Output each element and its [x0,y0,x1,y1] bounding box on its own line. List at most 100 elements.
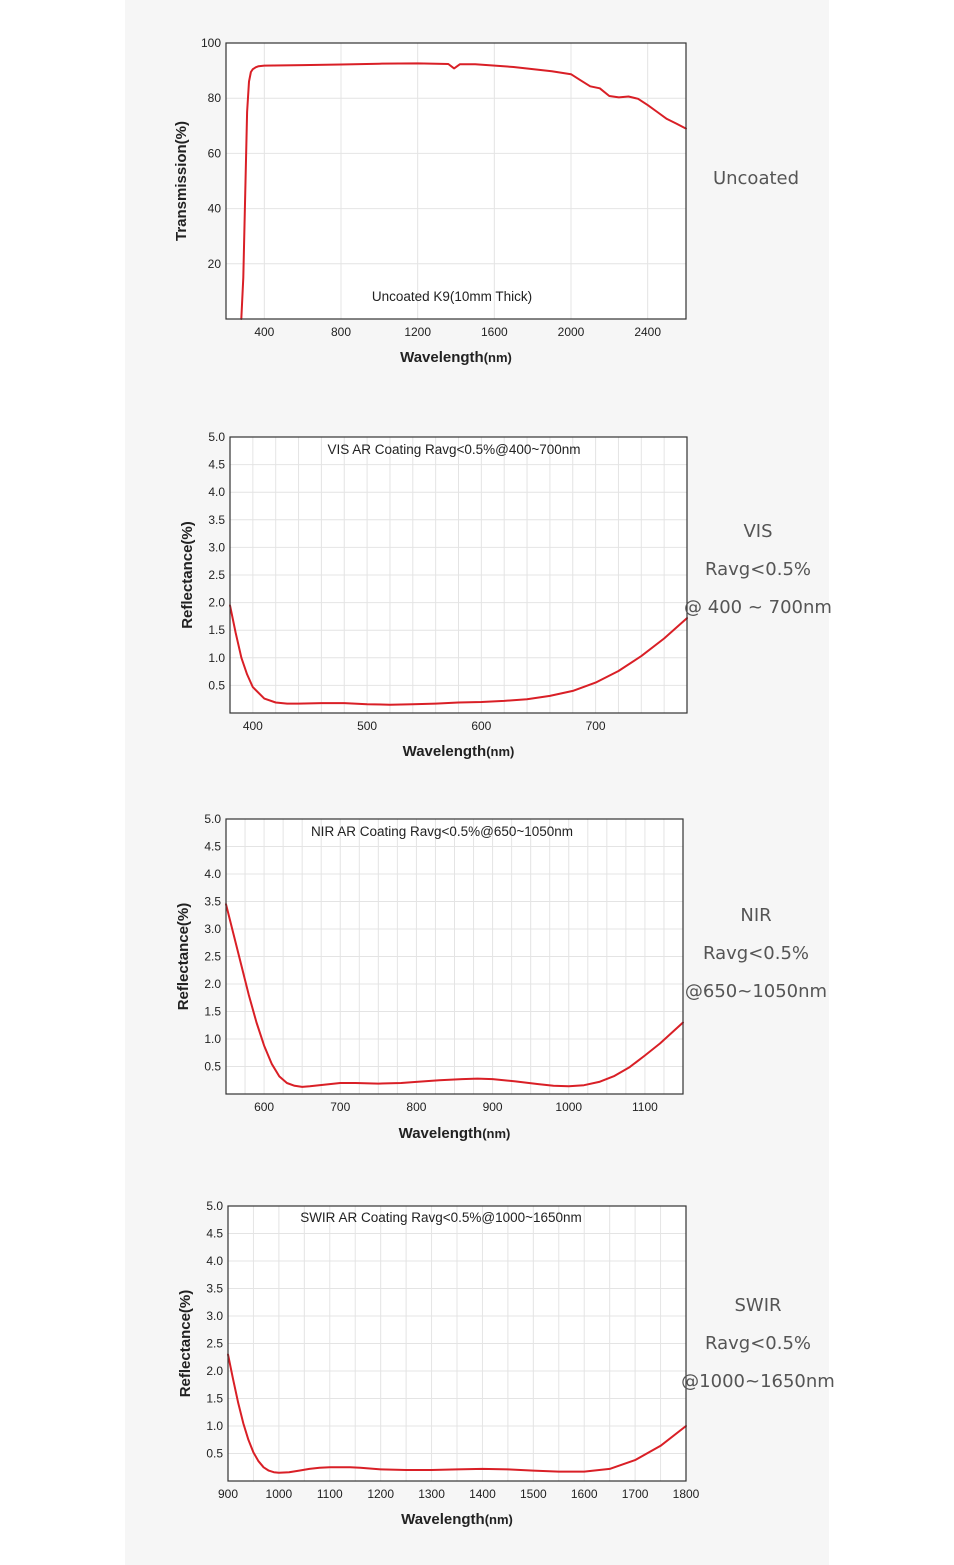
x-tick-label: 1100 [632,1100,658,1114]
side-label-ravg: Ravg<0.5% [704,1333,812,1354]
y-tick-label: 0.5 [208,678,225,692]
y-tick-label: 2.5 [208,568,225,582]
side-label-range: @1000~1650nm [681,1371,835,1392]
y-tick-label: 5.0 [206,1199,223,1213]
y-tick-label: 100 [201,36,221,50]
x-axis-title-unit: (nm) [486,744,514,759]
x-tick-label: 1800 [673,1487,700,1501]
x-axis-title-main: Wavelength [400,349,484,366]
chart-annotation: Uncoated K9(10mm Thick) [372,289,532,304]
y-tick-label: 1.5 [204,1005,221,1019]
x-tick-label: 2000 [558,325,585,339]
y-tick-label: 4.5 [204,840,221,854]
plot-frame [225,818,684,1095]
y-tick-label: 4.0 [204,867,221,881]
y-tick-label: 3.0 [208,540,225,554]
series-line [225,903,684,1088]
x-tick-label: 400 [243,719,263,733]
plot-area [226,43,686,319]
x-tick-label: 900 [218,1487,238,1501]
y-axis-title: Transmission(%) [173,121,190,241]
side-label-band: VIS [743,521,773,542]
y-tick-label: 4.5 [208,458,225,472]
x-axis-title-unit: (nm) [482,1126,510,1141]
side-label-coating: Uncoated [712,168,800,189]
y-tick-label: 4.5 [206,1227,223,1241]
x-axis-title-main: Wavelength [403,743,487,760]
y-tick-label: 1.5 [208,623,225,637]
y-tick-label: 1.5 [206,1392,223,1406]
y-tick-label: 3.5 [208,513,225,527]
x-tick-label: 1000 [266,1487,293,1501]
x-tick-label: 1500 [520,1487,547,1501]
chart-swir-svg: 900 1000 1100 1200 1300 1400 1500 1600 1700 1800 0… [177,1199,700,1528]
y-tick-label: 4.0 [206,1254,223,1268]
side-label-range: @ 400 ~ 700nm [684,597,832,618]
y-axis-title: Reflectance(%) [175,903,192,1011]
x-tick-label: 1200 [367,1487,394,1501]
side-labels-vis: VIS Ravg<0.5% @ 400 ~ 700nm [648,513,868,627]
x-tick-label: 1200 [404,325,431,339]
x-tick-label: 1000 [555,1100,582,1114]
chart-uncoated-svg: 400 800 1200 1600 2000 2400 20 40 60 80 100 Transmi… [173,36,687,366]
x-axis-title: Wavelength(nm) [400,349,512,366]
chart-nir-svg: 600 700 800 900 1000 1100 0.5 1.0 1.5 2.0 2.5 3.0 3.… [175,812,684,1142]
y-tick-label: 0.5 [204,1060,221,1074]
plot-layer: 400 500 600 700 0.5 1.0 1.5 2.0 2.5 3.0 3.5 4.0 4.5 5… [179,430,688,760]
y-tick-label: 2.0 [204,977,221,991]
x-tick-label: 700 [330,1100,350,1114]
x-tick-label: 400 [254,325,274,339]
y-tick-label: 4.0 [208,485,225,499]
y-tick-label: 40 [208,202,222,216]
x-tick-label: 1300 [418,1487,445,1501]
y-tick-label: 80 [208,91,222,105]
y-axis-title: Reflectance(%) [177,1290,194,1398]
plot-frame [225,42,687,320]
side-label-ravg: Ravg<0.5% [704,559,812,580]
y-tick-label: 1.0 [206,1419,223,1433]
y-axis-title: Reflectance(%) [179,521,196,629]
x-tick-label: 1600 [571,1487,598,1501]
series-line [229,604,688,706]
x-axis-title: Wavelength(nm) [403,743,515,760]
chart-title: NIR AR Coating Ravg<0.5%@650~1050nm [311,824,573,839]
plot-layer: 400 800 1200 1600 2000 2400 20 40 60 80 100 Transmi… [173,36,687,366]
series-line [227,1353,687,1474]
plot-frame [227,1205,687,1482]
y-tick-label: 20 [208,257,222,271]
x-tick-label: 2400 [634,325,661,339]
x-tick-label: 1100 [317,1487,343,1501]
x-axis-title-unit: (nm) [485,1512,513,1527]
x-axis-title: Wavelength(nm) [399,1125,511,1142]
y-tick-label: 5.0 [204,812,221,826]
x-tick-label: 1600 [481,325,508,339]
y-tick-label: 1.0 [204,1032,221,1046]
chart-vis-svg: 400 500 600 700 0.5 1.0 1.5 2.0 2.5 3.0 3.5 4.0 4.5 5… [179,430,688,760]
side-labels-swir: SWIR Ravg<0.5% @1000~1650nm [648,1287,868,1401]
y-tick-label: 2.5 [206,1337,223,1351]
plot-frame [229,436,688,714]
x-tick-label: 800 [331,325,351,339]
side-label-band: SWIR [734,1295,782,1316]
y-tick-label: 2.0 [206,1364,223,1378]
y-tick-label: 1.0 [208,651,225,665]
x-tick-label: 500 [357,719,377,733]
x-axis-title-unit: (nm) [484,350,512,365]
y-tick-label: 0.5 [206,1447,223,1461]
y-tick-label: 2.0 [208,596,225,610]
x-tick-label: 800 [406,1100,426,1114]
chart-title: VIS AR Coating Ravg<0.5%@400~700nm [327,442,580,457]
series-line [240,62,687,320]
plot-layer: 900 1000 1100 1200 1300 1400 1500 1600 1700 1800 0… [177,1199,700,1528]
x-axis-title-main: Wavelength [399,1125,483,1142]
y-tick-label: 5.0 [208,430,225,444]
y-tick-label: 3.5 [204,895,221,909]
plot-layer: 600 700 800 900 1000 1100 0.5 1.0 1.5 2.0 2.5 3.0 3.… [175,812,684,1142]
y-tick-label: 3.0 [204,922,221,936]
x-tick-label: 900 [483,1100,503,1114]
x-tick-label: 1400 [469,1487,496,1501]
y-tick-label: 3.0 [206,1309,223,1323]
x-axis-title: Wavelength(nm) [401,1511,513,1528]
x-tick-label: 600 [254,1100,274,1114]
x-axis-title-main: Wavelength [401,1511,485,1528]
